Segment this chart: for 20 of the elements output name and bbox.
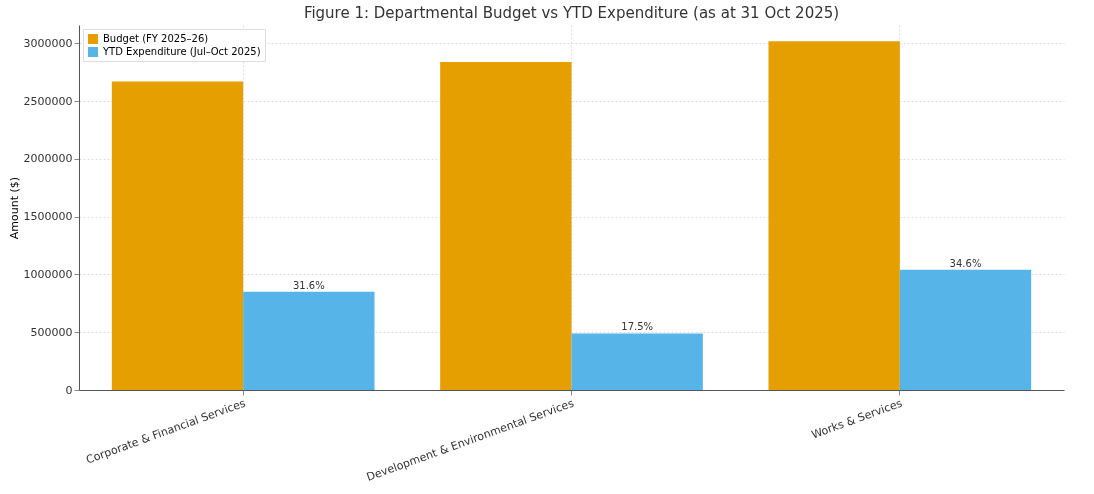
bar [243, 291, 375, 390]
y-tick-label: 1500000 [23, 210, 73, 224]
y-tick-label: 2500000 [23, 94, 73, 108]
annotation: 17.5% [621, 321, 654, 333]
annotation: 31.6% [292, 279, 325, 291]
chart-title: Figure 1: Departmental Budget vs YTD Expenditure (as at 31 Oct 2025) [303, 4, 840, 22]
y-tick-label: 1000000 [23, 267, 73, 281]
y-tick-label: 3000000 [23, 36, 73, 50]
bar [111, 81, 244, 390]
annotation: 34.6% [949, 257, 982, 269]
legend-label: YTD Expenditure (Jul–Oct 2025) [102, 46, 261, 57]
legend-label: Budget (FY 2025–26) [103, 33, 209, 44]
y-axis-title: Amount ($) [7, 176, 21, 240]
bar [768, 41, 900, 390]
y-tick-label: 0 [65, 383, 73, 397]
bar [571, 333, 703, 390]
y-tick-label: 2000000 [23, 152, 73, 166]
bar [899, 269, 1032, 390]
y-tick-label: 500000 [30, 325, 73, 339]
bar [440, 61, 572, 390]
